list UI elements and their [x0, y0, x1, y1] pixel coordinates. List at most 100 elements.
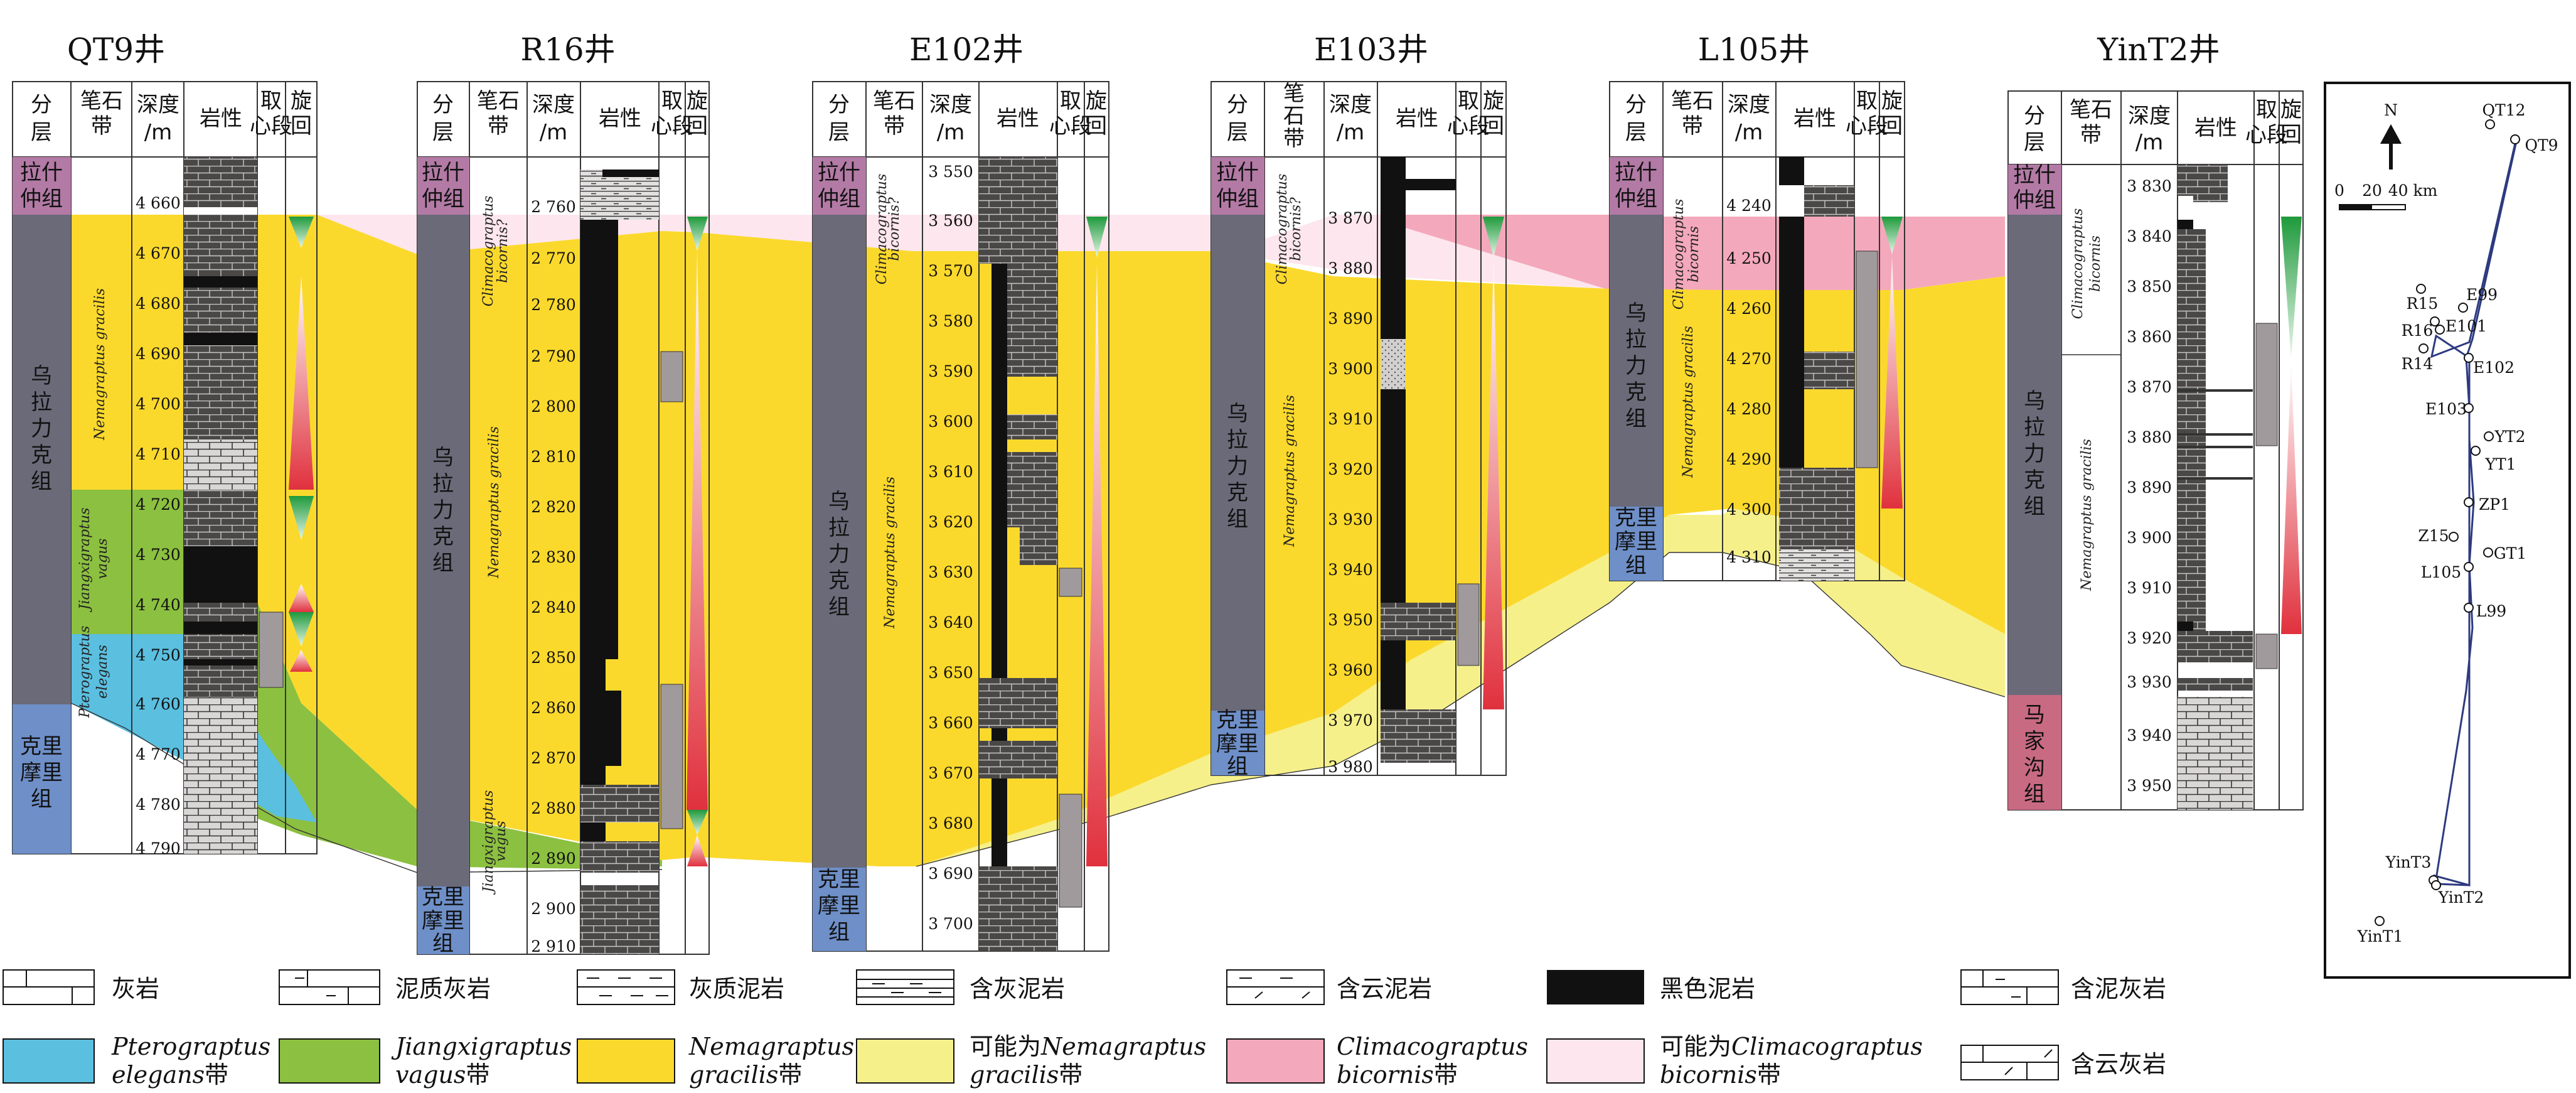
well-title: YinT2井 — [2097, 31, 2220, 68]
svg-text:Nemagraptus gracilis: Nemagraptus gracilis — [2079, 439, 2095, 591]
svg-text:3 700: 3 700 — [928, 915, 973, 933]
svg-text:40 km: 40 km — [2388, 181, 2438, 200]
svg-text:Nemagraptus gracilis: Nemagraptus gracilis — [882, 477, 898, 629]
svg-text:组: 组 — [1227, 754, 1248, 779]
svg-text:YT2: YT2 — [2494, 428, 2525, 446]
svg-text:心段: 心段 — [1846, 114, 1888, 139]
svg-text:力: 力 — [1227, 454, 1248, 479]
svg-text:3 620: 3 620 — [928, 513, 973, 531]
legend-item: 泥质灰岩 — [279, 969, 491, 1005]
svg-text:回: 回 — [2280, 122, 2302, 148]
svg-text:Pterograptus: Pterograptus — [111, 1033, 270, 1060]
svg-text:3 900: 3 900 — [2127, 529, 2172, 547]
svg-text:3 580: 3 580 — [928, 312, 973, 330]
svg-text:bicornis?: bicornis? — [887, 197, 902, 261]
svg-text:拉什: 拉什 — [422, 160, 464, 185]
svg-text:3 650: 3 650 — [928, 664, 973, 682]
svg-text:克: 克 — [432, 524, 454, 549]
svg-text:Climacograptus: Climacograptus — [1337, 1033, 1528, 1060]
svg-text:3 940: 3 940 — [2127, 726, 2172, 745]
svg-text:bicornis带: bicornis带 — [1337, 1061, 1458, 1089]
svg-text:QT9: QT9 — [2525, 136, 2558, 154]
svg-text:3 640: 3 640 — [928, 613, 973, 632]
svg-text:层: 层 — [828, 120, 850, 145]
svg-text:组: 组 — [1227, 507, 1248, 532]
svg-text:3 860: 3 860 — [2127, 328, 2172, 346]
svg-text:笔石: 笔石 — [873, 89, 916, 114]
svg-text:岩性: 岩性 — [599, 106, 641, 131]
svg-text:组: 组 — [1625, 553, 1647, 578]
svg-text:回: 回 — [291, 114, 312, 139]
svg-text:4 680: 4 680 — [136, 294, 181, 313]
svg-text:仲组: 仲组 — [1615, 186, 1657, 212]
svg-text:4 740: 4 740 — [136, 596, 181, 614]
svg-text:/m: /m — [144, 120, 173, 145]
svg-text:YinT2: YinT2 — [2438, 888, 2484, 907]
svg-text:4 250: 4 250 — [1726, 249, 1772, 267]
band-nemagraptus-possible — [882, 509, 2005, 866]
svg-text:3 910: 3 910 — [2127, 579, 2172, 597]
svg-text:Climacograptus: Climacograptus — [1671, 199, 1687, 310]
depth-scale: 4 240 4 250 4 260 4 270 4 280 4 290 4 30… — [1726, 197, 1772, 566]
svg-text:带: 带 — [2080, 122, 2102, 148]
svg-text:心段: 心段 — [651, 114, 693, 139]
svg-text:4 730: 4 730 — [136, 546, 181, 564]
legend: 灰岩 泥质灰岩 灰质泥岩 含灰泥岩 含云泥岩 黑色泥岩 — [3, 969, 2166, 1089]
svg-text:笔石: 笔石 — [2070, 97, 2112, 122]
well-column-qt9: 分 层 笔石 带 深度 /m 岩性 取 心段 旋 回 乌拉力克组 克里 摩里 组… — [12, 81, 318, 858]
svg-text:乌: 乌 — [828, 489, 850, 514]
zone-label: Nemagraptus gracilis — [92, 288, 108, 441]
legend-item: Pterograptus elegans带 — [3, 1033, 270, 1089]
svg-text:Nemagraptus gracilis: Nemagraptus gracilis — [486, 426, 502, 579]
svg-text:笔: 笔 — [1283, 81, 1305, 106]
svg-text:拉什: 拉什 — [1216, 160, 1259, 185]
svg-text:拉什: 拉什 — [1615, 160, 1657, 185]
svg-text:深度: 深度 — [532, 92, 575, 117]
qt9-formation-labels: 拉什 仲组 — [20, 160, 63, 212]
svg-text:含灰泥岩: 含灰泥岩 — [970, 975, 1065, 1003]
svg-text:旋: 旋 — [1086, 89, 1107, 114]
svg-text:4 760: 4 760 — [136, 695, 181, 713]
svg-text:回: 回 — [1483, 114, 1504, 139]
svg-text:灰岩: 灰岩 — [112, 975, 159, 1003]
svg-text:4 280: 4 280 — [1726, 400, 1772, 418]
svg-text:2 880: 2 880 — [531, 799, 576, 817]
svg-text:取: 取 — [2256, 97, 2277, 122]
svg-text:/m: /m — [1337, 120, 1365, 145]
svg-text:Jiangxigraptus: Jiangxigraptus — [481, 790, 496, 895]
svg-text:乌: 乌 — [1227, 401, 1248, 426]
svg-text:深度: 深度 — [1329, 92, 1372, 117]
svg-text:仲组: 仲组 — [1216, 186, 1259, 212]
svg-text:回: 回 — [1881, 114, 1903, 139]
svg-text:岩性: 岩性 — [997, 106, 1039, 131]
svg-text:Nemagraptus: Nemagraptus — [688, 1033, 854, 1060]
svg-text:ZP1: ZP1 — [2479, 495, 2510, 514]
svg-text:2 760: 2 760 — [531, 198, 576, 216]
svg-text:组: 组 — [828, 595, 850, 620]
svg-text:4 790: 4 790 — [136, 839, 181, 858]
svg-text:3 870: 3 870 — [2127, 378, 2172, 396]
well-title: E102井 — [909, 31, 1023, 68]
svg-text:摩里: 摩里 — [1216, 731, 1259, 756]
svg-text:/m: /m — [540, 120, 568, 145]
svg-text:QT12: QT12 — [2482, 101, 2526, 119]
svg-text:拉什: 拉什 — [818, 160, 860, 185]
svg-text:Climacograptus: Climacograptus — [2070, 208, 2086, 320]
svg-text:力: 力 — [828, 542, 850, 567]
svg-text:R14: R14 — [2402, 355, 2434, 373]
svg-text:2 790: 2 790 — [531, 347, 576, 365]
svg-text:2 770: 2 770 — [531, 249, 576, 267]
svg-text:vagus: vagus — [493, 821, 509, 861]
svg-text:组: 组 — [432, 931, 454, 956]
legend-item: Nemagraptus gracilis带 — [577, 1033, 854, 1089]
svg-text:Pterograptus: Pterograptus — [77, 626, 93, 719]
depth-scale: 2 760 2 770 2 780 2 790 2 800 2 810 2 82… — [531, 198, 576, 956]
svg-text:Jiangxigraptus: Jiangxigraptus — [391, 1033, 572, 1060]
svg-text:心段: 心段 — [1049, 114, 1092, 139]
svg-text:仲组: 仲组 — [2013, 188, 2056, 213]
svg-text:Nemagraptus gracilis: Nemagraptus gracilis — [1282, 395, 1298, 547]
svg-text:取: 取 — [661, 89, 683, 114]
svg-text:Z15: Z15 — [2418, 527, 2449, 545]
svg-text:4 720: 4 720 — [136, 495, 181, 514]
